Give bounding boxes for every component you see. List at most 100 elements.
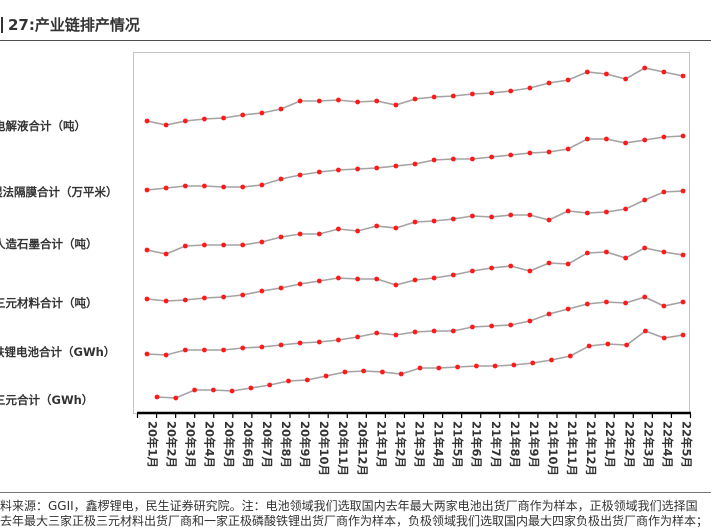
data-point bbox=[586, 343, 592, 349]
data-point bbox=[565, 306, 571, 312]
data-point bbox=[304, 377, 310, 383]
data-point bbox=[623, 206, 628, 212]
data-point bbox=[527, 268, 533, 274]
footer-divider bbox=[0, 492, 711, 493]
data-point bbox=[642, 245, 648, 251]
data-point bbox=[316, 231, 322, 237]
data-point bbox=[508, 263, 514, 269]
data-point bbox=[450, 93, 456, 99]
data-point bbox=[278, 234, 284, 240]
data-point bbox=[398, 371, 404, 377]
x-tick-label: 20年4月 bbox=[203, 421, 217, 468]
data-point bbox=[393, 332, 399, 338]
x-tick-label: 20年1月 bbox=[146, 421, 160, 468]
x-tick-label: 21年5月 bbox=[451, 421, 465, 468]
x-tick-label: 20年9月 bbox=[298, 421, 312, 468]
data-point bbox=[412, 96, 418, 102]
data-point bbox=[316, 339, 322, 345]
data-point bbox=[336, 97, 341, 103]
data-point bbox=[182, 183, 188, 189]
x-tick-label: 21年3月 bbox=[413, 421, 427, 468]
data-point bbox=[680, 252, 686, 258]
x-tick-label: 20年5月 bbox=[222, 421, 236, 468]
data-point bbox=[278, 342, 284, 348]
series-lines bbox=[144, 65, 686, 401]
data-point bbox=[546, 80, 552, 86]
data-point bbox=[361, 368, 366, 374]
data-point bbox=[316, 169, 322, 175]
x-tick-label: 20年8月 bbox=[279, 421, 293, 468]
source-note: 料来源：GGII，鑫椤锂电，民生证券研究院。注：电池领域我们选取国内去年最大两家… bbox=[0, 496, 711, 529]
x-tick-label: 22年2月 bbox=[622, 421, 636, 468]
title-divider bbox=[0, 40, 711, 41]
data-point bbox=[240, 112, 246, 118]
data-point bbox=[374, 98, 380, 104]
data-point bbox=[278, 285, 284, 291]
data-point bbox=[374, 330, 380, 336]
series-label: 三元材料合计（吨） bbox=[0, 296, 98, 310]
data-point bbox=[163, 251, 169, 257]
data-point bbox=[412, 277, 418, 283]
x-tick-label: 20年11月 bbox=[336, 421, 350, 476]
data-point bbox=[229, 388, 235, 394]
data-point bbox=[221, 115, 227, 121]
data-point bbox=[546, 217, 552, 223]
data-point bbox=[202, 242, 207, 248]
data-point bbox=[297, 98, 303, 104]
data-point bbox=[661, 303, 667, 309]
data-point bbox=[202, 183, 207, 189]
data-point bbox=[492, 363, 498, 369]
x-tick-label: 20年2月 bbox=[165, 421, 179, 468]
data-point bbox=[240, 292, 246, 298]
x-tick-label: 22年5月 bbox=[679, 421, 693, 468]
data-point bbox=[623, 76, 628, 82]
x-tick-label: 21年8月 bbox=[508, 421, 522, 468]
data-point bbox=[144, 118, 150, 124]
data-point bbox=[450, 156, 456, 162]
data-point bbox=[584, 250, 590, 256]
data-point bbox=[546, 149, 552, 155]
data-point bbox=[182, 297, 188, 303]
data-point bbox=[211, 387, 216, 393]
data-point bbox=[355, 99, 360, 105]
x-tick-labels: 20年1月 20年2月 20年3月 20年4月 20年5月 20年6月 20年7月 20年8月… bbox=[146, 421, 694, 476]
data-point bbox=[546, 311, 552, 317]
data-point bbox=[240, 184, 246, 190]
data-point bbox=[642, 197, 648, 203]
data-point bbox=[412, 329, 418, 335]
data-point bbox=[431, 218, 437, 224]
data-point bbox=[192, 387, 198, 393]
data-point bbox=[455, 364, 460, 370]
data-point bbox=[259, 239, 265, 245]
x-tick-label: 21年2月 bbox=[393, 421, 407, 468]
x-tick-label: 22年1月 bbox=[603, 421, 617, 468]
data-point bbox=[642, 65, 648, 71]
data-point bbox=[374, 276, 380, 282]
data-point bbox=[144, 247, 150, 253]
data-point bbox=[470, 324, 475, 330]
data-point bbox=[259, 110, 265, 116]
data-point bbox=[202, 347, 207, 353]
data-point bbox=[527, 212, 533, 218]
data-point bbox=[297, 231, 303, 237]
data-point bbox=[489, 154, 494, 160]
data-point bbox=[431, 157, 437, 163]
data-point bbox=[661, 249, 667, 255]
data-point bbox=[661, 335, 667, 341]
data-point bbox=[661, 69, 667, 75]
data-point bbox=[530, 360, 536, 366]
data-point bbox=[604, 299, 609, 305]
x-tick-label: 21年12月 bbox=[584, 421, 598, 476]
data-point bbox=[336, 226, 341, 232]
data-point bbox=[240, 242, 246, 248]
data-point bbox=[240, 345, 246, 351]
data-point bbox=[527, 150, 533, 156]
data-point bbox=[221, 242, 227, 248]
series-line bbox=[146, 67, 684, 126]
data-point bbox=[393, 163, 399, 169]
data-point bbox=[323, 373, 329, 379]
data-point bbox=[474, 363, 479, 369]
data-point bbox=[286, 378, 291, 384]
data-point bbox=[336, 167, 341, 173]
data-point bbox=[489, 214, 494, 220]
